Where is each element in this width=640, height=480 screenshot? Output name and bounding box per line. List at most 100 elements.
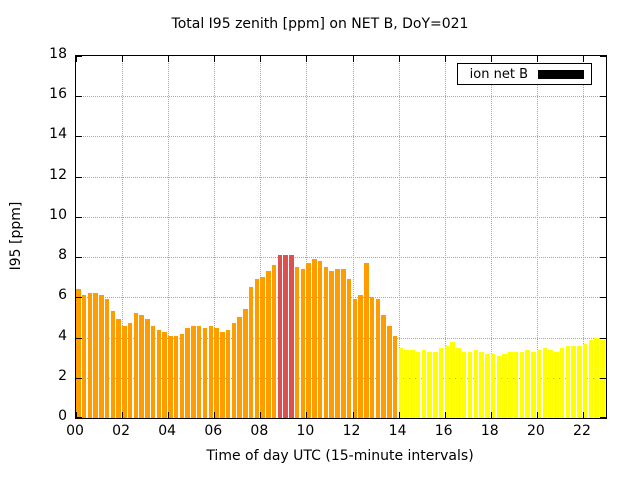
bar-13:30 (387, 325, 392, 418)
x-tick-label: 20 (526, 423, 545, 439)
bar-03:45 (162, 331, 167, 418)
y-tick-mark (600, 96, 606, 98)
x-tick-mark (444, 412, 446, 418)
x-tick-label: 18 (480, 423, 499, 439)
bar-16:15 (450, 341, 455, 418)
bar-09:15 (289, 255, 294, 418)
x-tick-mark (352, 56, 354, 62)
bar-04:15 (173, 335, 179, 418)
x-tick-mark (444, 56, 446, 62)
bar-13:45 (392, 335, 398, 418)
y-tick-mark (76, 417, 82, 418)
x-tick-mark (168, 56, 170, 62)
bar-17:45 (485, 353, 490, 418)
x-tick-label: 02 (112, 423, 130, 439)
y-tick-mark (76, 297, 82, 299)
bar-19:15 (519, 351, 525, 418)
x-tick-label: 12 (342, 423, 361, 439)
bar-03:15 (150, 325, 156, 418)
legend-swatch (538, 69, 584, 79)
x-gridline (352, 56, 354, 418)
bar-08:00 (260, 277, 265, 418)
bar-00:15 (81, 295, 87, 418)
y-tick-label: 12 (49, 166, 67, 183)
bar-02:00 (122, 325, 127, 418)
bar-10:00 (306, 263, 311, 418)
bar-07:00 (237, 317, 242, 418)
bar-00:45 (93, 293, 98, 418)
x-tick-mark (306, 412, 308, 418)
legend: ion net B (456, 63, 592, 85)
bar-07:45 (254, 279, 260, 418)
x-gridline (168, 56, 170, 418)
bar-11:30 (341, 269, 346, 418)
bar-05:45 (208, 325, 213, 418)
bar-14:30 (410, 349, 415, 418)
bar-05:00 (191, 325, 196, 418)
bar-08:15 (266, 271, 271, 418)
x-tick-mark (122, 56, 124, 62)
bar-19:00 (513, 351, 519, 418)
y-tick-mark (600, 257, 606, 259)
x-tick-mark (536, 56, 538, 62)
y-tick-label: 8 (58, 247, 67, 264)
legend-label: ion net B (469, 66, 528, 82)
x-tick-mark (398, 412, 400, 418)
y-tick-mark (76, 257, 82, 259)
bar-13:00 (375, 299, 381, 418)
bar-06:30 (225, 329, 231, 418)
bar-15:45 (438, 347, 444, 418)
bar-15:00 (421, 349, 427, 418)
bar-19:45 (531, 351, 536, 418)
bar-10:15 (312, 259, 317, 418)
x-tick-mark (76, 412, 77, 418)
x-gridline (398, 56, 400, 418)
bar-06:45 (231, 323, 237, 418)
x-tick-label: 04 (158, 423, 177, 439)
y-tick-label: 14 (49, 126, 67, 143)
bar-22:45 (600, 339, 605, 418)
y-tick-label: 18 (49, 46, 67, 62)
bar-04:00 (168, 335, 173, 418)
bar-14:45 (415, 351, 421, 418)
y-tick-mark (600, 56, 606, 57)
bar-22:00 (582, 343, 588, 418)
bar-20:30 (548, 349, 553, 418)
bar-02:15 (127, 323, 133, 418)
x-tick-mark (490, 56, 492, 62)
bar-05:30 (202, 327, 208, 418)
x-gridline (444, 56, 446, 418)
bar-10:30 (317, 261, 323, 418)
bar-20:15 (542, 347, 548, 418)
x-tick-mark (214, 56, 216, 62)
x-gridline (536, 56, 538, 418)
bar-08:30 (271, 265, 277, 418)
bar-16:45 (461, 351, 467, 418)
x-gridline (214, 56, 216, 418)
y-tick-mark (600, 377, 606, 379)
x-gridline (490, 56, 492, 418)
bar-04:45 (185, 327, 190, 418)
bar-20:00 (536, 349, 542, 418)
bar-16:30 (456, 347, 461, 418)
x-tick-mark (582, 412, 584, 418)
bar-11:15 (335, 269, 340, 418)
x-gridline (582, 56, 584, 418)
x-tick-label: 06 (204, 423, 223, 439)
y-tick-mark (600, 176, 606, 178)
bar-15:15 (427, 351, 432, 418)
bar-22:30 (594, 337, 599, 418)
bar-01:00 (99, 295, 104, 418)
y-tick-mark (600, 417, 606, 418)
bar-19:30 (525, 349, 530, 418)
bar-10:45 (323, 267, 329, 418)
x-tick-label: 16 (434, 423, 453, 439)
bar-11:00 (329, 271, 334, 418)
y-tick-mark (600, 136, 606, 138)
x-tick-label: 10 (296, 423, 315, 439)
bar-09:45 (300, 269, 306, 418)
bar-21:00 (559, 347, 565, 418)
y-tick-label: 2 (58, 367, 67, 384)
y-tick-mark (76, 176, 82, 178)
bar-09:00 (283, 255, 288, 418)
